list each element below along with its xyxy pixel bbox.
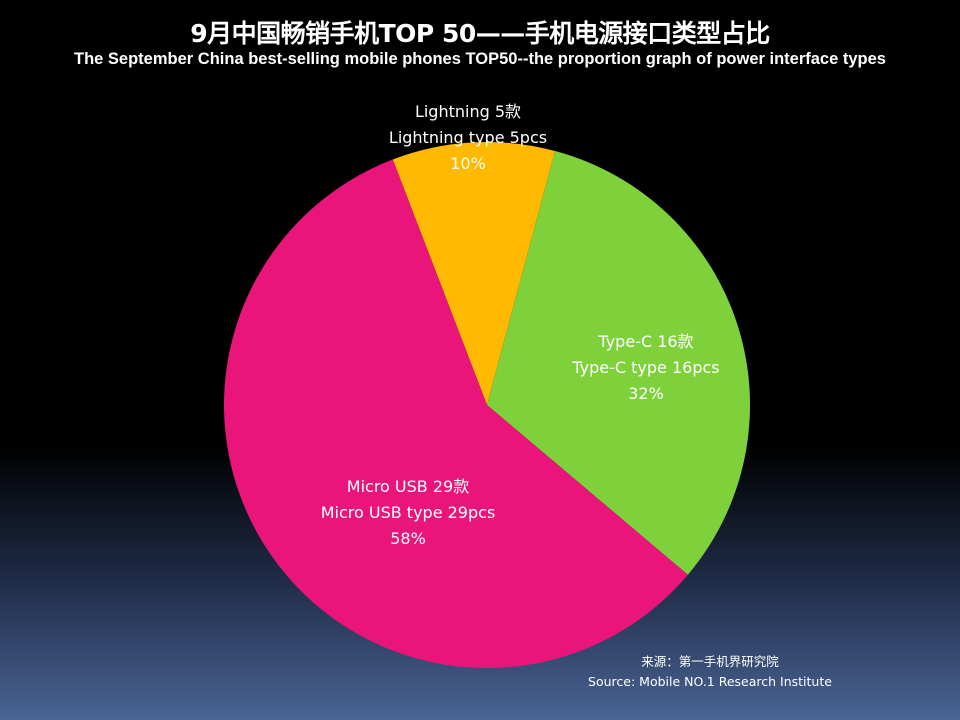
slice-label-microusb-en: Micro USB type 29pcs [320, 503, 496, 522]
slice-microusb [224, 159, 688, 668]
slice-label-lightning-en: Lightning type 5pcs [388, 128, 548, 147]
slice-label-lightning-pct: 10% [450, 154, 486, 173]
slice-label-microusb-cn: Micro USB 29款 [346, 477, 470, 496]
slice-lightning [392, 141, 556, 405]
chart-title: 9月中国畅销手机TOP 50——手机电源接口类型占比 [190, 19, 770, 48]
slice-label-lightning: Lightning 5款 Lightning type 5pcs 10% [389, 99, 547, 177]
slice-label-typec-pct: 32% [628, 384, 664, 403]
source-cn: 来源：第一手机界研究院 [641, 654, 779, 669]
slice-label-microusb: Micro USB 29款 Micro USB type 29pcs 58% [321, 474, 496, 552]
slice-label-typec: Type-C 16款 Type-C type 16pcs 32% [572, 329, 719, 407]
source-note: 来源：第一手机界研究院 Source: Mobile NO.1 Research… [560, 652, 860, 692]
slice-label-typec-en: Type-C type 16pcs [572, 358, 720, 377]
source-en: Source: Mobile NO.1 Research Institute [588, 674, 832, 689]
slice-label-lightning-cn: Lightning 5款 [414, 102, 522, 121]
slice-typec [487, 150, 751, 575]
slice-label-typec-cn: Type-C 16款 [598, 332, 694, 351]
slice-label-microusb-pct: 58% [390, 529, 426, 548]
chart-subtitle: The September China best-selling mobile … [74, 50, 886, 68]
